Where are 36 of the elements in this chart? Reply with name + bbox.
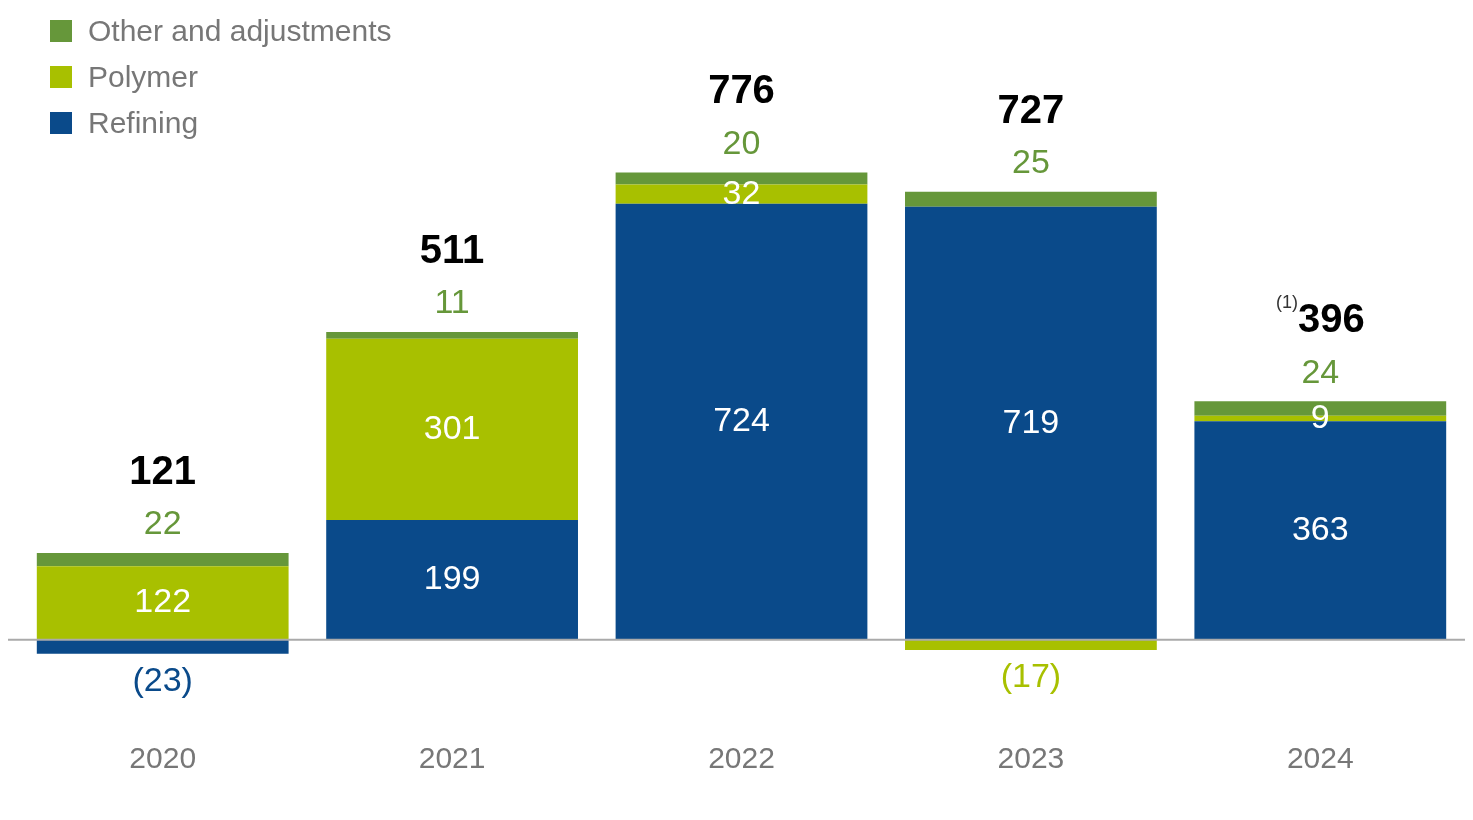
total-label: 121	[129, 448, 197, 493]
bar	[36, 566, 289, 640]
data-label: 20	[722, 122, 761, 161]
x-tick-label: 2020	[129, 741, 197, 775]
data-label: 301	[423, 407, 481, 446]
data-label: 25	[1011, 142, 1050, 181]
data-label: 9	[1310, 396, 1330, 435]
data-label: 32	[722, 172, 761, 211]
x-tick-label: 2023	[997, 741, 1065, 775]
x-tick-label: 2024	[1286, 741, 1354, 775]
bar	[36, 553, 289, 567]
data-label: 724	[713, 400, 770, 439]
data-label: (17)	[1000, 656, 1062, 695]
legend-label: Refining	[88, 106, 199, 140]
x-tick-label: 2022	[708, 741, 775, 775]
bar	[326, 332, 578, 339]
bar	[905, 191, 1157, 207]
data-label: 22	[143, 503, 182, 542]
total-label: 727	[997, 86, 1065, 131]
legend-label: Other and adjustments	[88, 14, 392, 48]
total-label: 511	[419, 227, 485, 272]
data-label: 719	[1002, 401, 1060, 440]
data-label: 11	[434, 282, 470, 321]
bar	[36, 639, 289, 654]
data-label: 199	[423, 558, 481, 597]
bar	[615, 203, 868, 640]
x-tick-label: 2021	[418, 741, 486, 775]
bar	[905, 206, 1157, 640]
data-label: (23)	[132, 660, 193, 698]
total-label: 776	[708, 67, 775, 112]
data-label: 24	[1301, 351, 1340, 390]
data-label: 122	[134, 581, 192, 620]
bar	[326, 338, 578, 520]
data-label: 363	[1291, 508, 1349, 547]
legend-label: Polymer	[88, 60, 199, 94]
bar	[326, 519, 578, 640]
